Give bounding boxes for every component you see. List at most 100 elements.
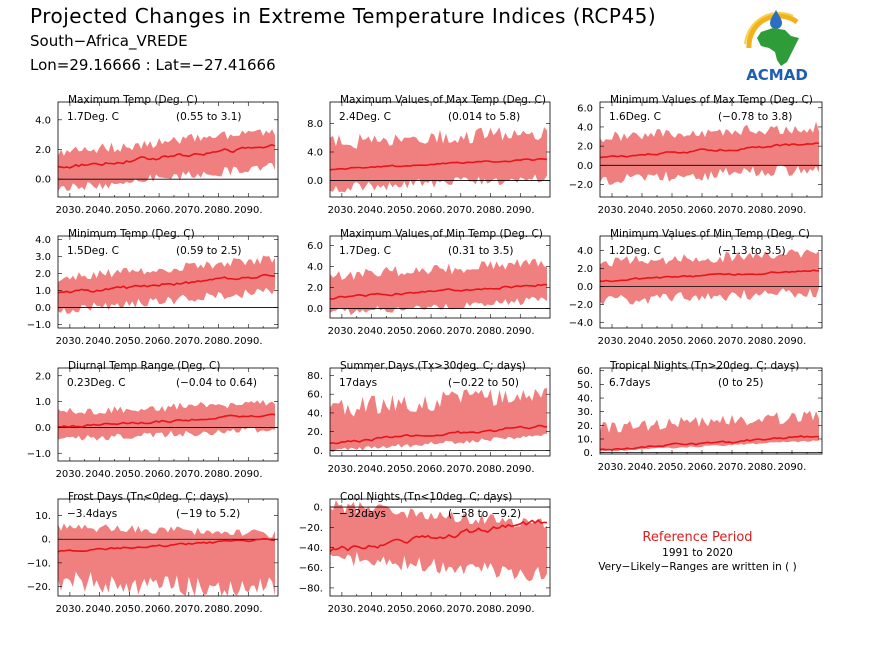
likely-range-band bbox=[330, 127, 547, 193]
y-tick-label: 0.0 bbox=[35, 303, 51, 314]
x-tick-label: 2070. bbox=[718, 205, 747, 216]
likely-range-band bbox=[58, 400, 275, 441]
likely-range-label: (0.55 to 3.1) bbox=[176, 111, 242, 123]
reference-period-years: 1991 to 2020 bbox=[662, 547, 733, 559]
plot-frame bbox=[599, 367, 823, 455]
likely-range-band bbox=[330, 258, 547, 316]
median-line bbox=[329, 283, 548, 301]
median-line bbox=[329, 519, 548, 553]
x-tick-label: 2080. bbox=[476, 464, 505, 475]
x-tick-label: 2070. bbox=[174, 469, 203, 480]
chart-panel: 2030. 2040. 2050. 2060. 2070. 2080. 2090. 0.0 2.… bbox=[35, 94, 279, 216]
y-tick-label: 0.0 bbox=[307, 176, 323, 187]
y-tick-label: −4.0 bbox=[569, 318, 593, 329]
y-tick-label: 0.0 bbox=[35, 423, 51, 434]
x-tick-label: 2040. bbox=[85, 336, 114, 347]
y-tick-label: 8.0 bbox=[307, 119, 323, 130]
x-tick-label: 2050. bbox=[387, 205, 416, 216]
plot-frame bbox=[599, 235, 823, 329]
y-tick-label: 0. bbox=[41, 535, 51, 546]
x-tick-label: 2090. bbox=[234, 604, 263, 615]
mean-change-label: 1.7Deg. C bbox=[67, 111, 119, 123]
y-tick-label: 3.0 bbox=[35, 252, 51, 263]
plot-frame bbox=[57, 498, 279, 597]
figure-header: Projected Changes in Extreme Temperature… bbox=[0, 0, 879, 90]
x-tick-label: 2080. bbox=[204, 205, 233, 216]
x-tick-label: 2070. bbox=[718, 336, 747, 347]
y-tick-label: 20. bbox=[307, 427, 323, 438]
chart-title: Maximum Values of Max Temp (Deg. C) bbox=[340, 94, 546, 106]
likely-range-band bbox=[330, 388, 547, 453]
median-line bbox=[599, 142, 820, 159]
x-tick-label: 2080. bbox=[204, 336, 233, 347]
y-tick-label: −1.0 bbox=[27, 449, 51, 460]
y-tick-label: 4.0 bbox=[307, 262, 323, 273]
x-tick-label: 2050. bbox=[115, 604, 144, 615]
x-tick-label: 2030. bbox=[328, 604, 357, 615]
mean-change-label: 1.5Deg. C bbox=[67, 245, 119, 257]
likely-range-band bbox=[58, 129, 275, 192]
x-tick-label: 2050. bbox=[658, 462, 687, 473]
x-tick-label: 2030. bbox=[328, 205, 357, 216]
x-tick-label: 2060. bbox=[145, 336, 174, 347]
likely-range-label: (−0.22 to 50) bbox=[448, 377, 519, 389]
x-tick-label: 2090. bbox=[778, 205, 807, 216]
x-tick-label: 2090. bbox=[234, 469, 263, 480]
y-tick-label: 60. bbox=[307, 390, 323, 401]
y-tick-label: 40. bbox=[307, 408, 323, 419]
y-tick-label: 0.0 bbox=[577, 161, 593, 172]
x-tick-label: 2070. bbox=[718, 462, 747, 473]
y-tick-label: 2.0 bbox=[577, 264, 593, 275]
x-tick-label: 2050. bbox=[387, 326, 416, 337]
chart-panel: 2030. 2040. 2050. 2060. 2070. 2080. 2090. −2.0 0… bbox=[569, 94, 823, 216]
x-tick-label: 2030. bbox=[56, 604, 85, 615]
x-tick-label: 2060. bbox=[145, 205, 174, 216]
median-line bbox=[329, 424, 548, 445]
likely-range-band bbox=[600, 410, 819, 452]
x-tick-label: 2060. bbox=[145, 604, 174, 615]
x-tick-label: 2050. bbox=[658, 205, 687, 216]
y-tick-label: 4.0 bbox=[577, 122, 593, 133]
mean-change-label: 0.23Deg. C bbox=[67, 377, 126, 389]
x-tick-label: 2060. bbox=[417, 604, 446, 615]
chart-title: Diurnal Temp Range (Deg. C) bbox=[68, 360, 220, 372]
y-tick-label: 0.0 bbox=[577, 282, 593, 293]
median-line bbox=[57, 413, 276, 428]
y-tick-label: 1.0 bbox=[35, 397, 51, 408]
plot-frame bbox=[57, 235, 279, 329]
likely-range-band bbox=[58, 523, 275, 596]
y-tick-label: −2.0 bbox=[569, 300, 593, 311]
x-tick-label: 2080. bbox=[748, 205, 777, 216]
plot-frame bbox=[57, 367, 279, 462]
y-tick-label: 4.0 bbox=[307, 148, 323, 159]
chart-panel: 2030. 2040. 2050. 2060. 2070. 2080. 2090. −80. −… bbox=[299, 491, 551, 615]
x-tick-label: 2090. bbox=[506, 604, 535, 615]
y-tick-label: 0.0 bbox=[307, 304, 323, 315]
x-tick-label: 2050. bbox=[115, 469, 144, 480]
x-tick-label: 2080. bbox=[204, 469, 233, 480]
likely-range-band bbox=[330, 500, 547, 582]
sun-rays-icon bbox=[744, 11, 799, 49]
y-tick-label: 0. bbox=[583, 448, 593, 459]
y-tick-label: 80. bbox=[307, 371, 323, 382]
y-tick-label: 6.0 bbox=[307, 241, 323, 252]
x-tick-label: 2040. bbox=[85, 604, 114, 615]
chart-title: Tropical Nights (Tn>20deg. C; days) bbox=[609, 360, 799, 372]
x-tick-label: 2090. bbox=[506, 205, 535, 216]
x-tick-label: 2030. bbox=[56, 205, 85, 216]
mean-change-label: −3.4days bbox=[67, 508, 117, 520]
y-tick-label: 6.0 bbox=[577, 103, 593, 114]
x-tick-label: 2040. bbox=[357, 604, 386, 615]
x-tick-label: 2070. bbox=[174, 604, 203, 615]
mean-change-label: 1.7Deg. C bbox=[339, 245, 391, 257]
x-tick-label: 2050. bbox=[387, 464, 416, 475]
y-tick-label: −60. bbox=[299, 563, 323, 574]
median-line bbox=[329, 157, 548, 171]
x-tick-label: 2030. bbox=[56, 469, 85, 480]
likely-range-label: (−0.78 to 3.8) bbox=[718, 111, 792, 123]
chart-title: Cool Nights (Tn<10deg. C; days) bbox=[340, 491, 512, 503]
median-line bbox=[57, 273, 276, 294]
mean-change-label: 6.7days bbox=[609, 377, 650, 389]
x-tick-label: 2040. bbox=[357, 326, 386, 337]
